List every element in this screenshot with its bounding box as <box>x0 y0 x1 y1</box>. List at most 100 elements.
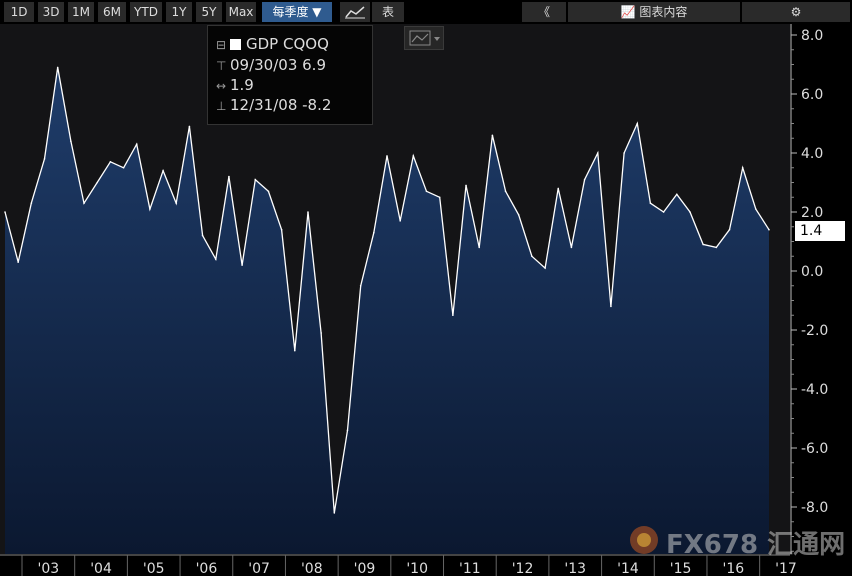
data-point <box>544 267 546 269</box>
data-point <box>43 158 46 160</box>
x-tick-label: '03 <box>38 561 60 576</box>
data-point <box>531 255 533 258</box>
collapse-button[interactable]: 《 <box>522 2 566 22</box>
x-tick-label: '16 <box>722 561 744 576</box>
low-marker-icon: ⊥ <box>216 99 227 113</box>
data-point <box>4 211 6 213</box>
data-point <box>293 349 296 352</box>
legend-series: ⊟ GDP CQOQ <box>216 34 329 54</box>
data-point <box>438 196 441 199</box>
legend-low: ⊥ 12/31/08 -8.2 <box>216 95 331 115</box>
data-point <box>333 512 336 514</box>
chart-content-label: 图表内容 <box>639 5 688 19</box>
table-button[interactable]: 表 <box>372 2 404 22</box>
y-axis-area <box>790 24 852 554</box>
data-point <box>320 332 322 334</box>
data-point <box>504 190 507 193</box>
y-tick-label: -6.0 <box>801 441 828 457</box>
x-tick-label: '15 <box>670 561 692 576</box>
data-point <box>17 261 19 263</box>
y-tick-label: 2.0 <box>801 205 823 221</box>
data-point <box>425 190 428 193</box>
data-point <box>570 246 573 249</box>
data-point <box>596 152 599 154</box>
data-point <box>175 202 178 204</box>
mini-line-chart-icon <box>409 30 440 46</box>
x-tick-label: '06 <box>196 561 218 576</box>
data-point <box>359 284 362 287</box>
data-point <box>83 202 85 204</box>
data-point <box>56 66 59 69</box>
data-point <box>96 181 99 184</box>
data-point <box>610 305 612 308</box>
data-point <box>267 190 270 193</box>
legend-high: ⊤ 09/30/03 6.9 <box>216 55 326 75</box>
data-point <box>452 314 454 317</box>
data-point <box>399 220 401 222</box>
range-button-1d[interactable]: 1D <box>4 2 34 22</box>
x-axis-area <box>0 554 852 576</box>
data-point <box>623 152 625 154</box>
legend-low-value: 12/31/08 -8.2 <box>230 96 332 114</box>
x-tick-label: '11 <box>459 561 481 576</box>
range-button-3d[interactable]: 3D <box>38 2 64 22</box>
range-button-1y[interactable]: 1Y <box>166 2 192 22</box>
data-point <box>768 228 770 231</box>
range-button-6m[interactable]: 6M <box>98 2 126 22</box>
data-point <box>636 122 639 125</box>
frequency-dropdown[interactable]: 每季度 ▼ <box>262 2 332 22</box>
line-chart-button[interactable] <box>340 2 370 22</box>
data-point <box>755 208 757 210</box>
y-tick-label: -2.0 <box>801 323 828 339</box>
data-point <box>386 155 388 157</box>
y-tick-label: 0.0 <box>801 264 823 280</box>
settings-button[interactable]: ⚙ <box>742 2 850 22</box>
last-marker-icon: ↔ <box>216 79 227 93</box>
data-point <box>702 243 704 246</box>
range-button-max[interactable]: Max <box>226 2 256 22</box>
y-tick-label: 8.0 <box>801 28 823 44</box>
y-tick-label: 4.0 <box>801 146 823 162</box>
data-point <box>254 178 257 181</box>
y-tick-label: -8.0 <box>801 500 828 516</box>
data-point <box>241 264 243 266</box>
range-button-5y[interactable]: 5Y <box>196 2 222 22</box>
x-tick-label: '09 <box>354 561 376 576</box>
data-point <box>373 231 375 234</box>
watermark-logo-icon <box>630 526 658 554</box>
data-point <box>478 246 481 249</box>
data-point <box>214 258 217 261</box>
range-button-1m[interactable]: 1M <box>68 2 94 22</box>
data-point <box>675 193 678 196</box>
series-area-fill <box>5 67 769 555</box>
data-point <box>491 134 494 137</box>
series-color-swatch <box>230 39 241 50</box>
legend-series-name: GDP CQOQ <box>246 35 329 53</box>
legend-high-value: 09/30/03 6.9 <box>230 56 326 74</box>
legend-last: ↔ 1.9 <box>216 75 254 95</box>
data-point <box>583 178 586 181</box>
data-point <box>228 175 230 178</box>
line-chart-icon <box>345 6 365 19</box>
chart-content-icon: 📈 <box>620 5 640 19</box>
x-tick-label: '12 <box>512 561 534 576</box>
data-point <box>201 234 204 237</box>
data-point <box>465 184 467 187</box>
data-point <box>149 208 151 210</box>
range-button-ytd[interactable]: YTD <box>130 2 162 22</box>
collapse-icon: ⊟ <box>216 38 227 52</box>
x-tick-label: '10 <box>406 561 428 576</box>
legend-box: ⊟ GDP CQOQ ⊤ 09/30/03 6.9 ↔ 1.9 ⊥ 12/31/08 -… <box>207 25 373 125</box>
data-point <box>689 211 691 213</box>
watermark-text: FX678 汇通网 <box>666 530 846 560</box>
chart-content-button[interactable]: 📈 图表内容 <box>568 2 740 22</box>
x-tick-label: '04 <box>90 561 112 576</box>
last-value-label: 1.4 <box>795 221 845 241</box>
data-point <box>307 211 309 213</box>
chart-type-dropdown[interactable] <box>404 26 444 50</box>
data-point <box>109 161 112 163</box>
data-point <box>135 143 138 145</box>
data-point <box>346 429 349 432</box>
data-point <box>122 166 125 169</box>
y-tick-label: -4.0 <box>801 382 828 398</box>
